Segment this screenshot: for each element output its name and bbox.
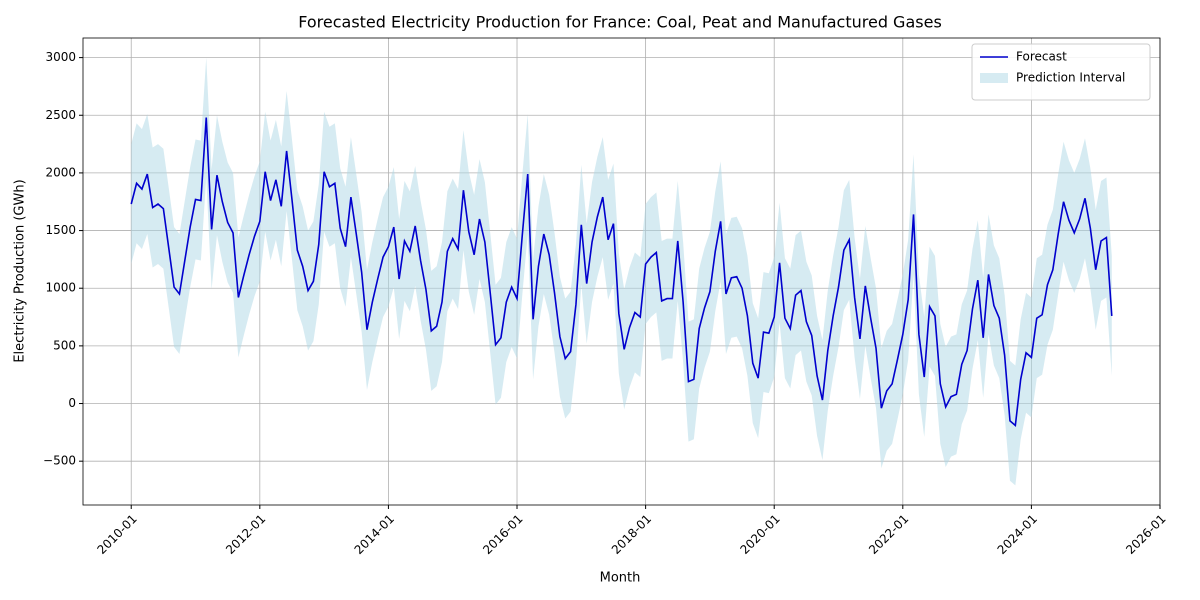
x-tick-label: 2014-01 xyxy=(352,512,397,557)
y-tick-label: 3000 xyxy=(45,50,76,64)
x-tick-label: 2020-01 xyxy=(737,512,782,557)
y-tick-label: −500 xyxy=(43,454,76,468)
x-tick-label: 2010-01 xyxy=(94,512,139,557)
y-tick-label: 2000 xyxy=(45,165,76,179)
legend-label: Forecast xyxy=(1016,50,1067,64)
x-tick-label: 2018-01 xyxy=(609,512,654,557)
legend-box xyxy=(971,43,1151,101)
x-tick-label: 2022-01 xyxy=(866,512,911,557)
x-tick-label: 2016-01 xyxy=(480,512,525,557)
x-axis-label: Month xyxy=(600,571,641,586)
y-tick-label: 2500 xyxy=(45,108,76,122)
legend-swatch xyxy=(980,73,1008,83)
prediction-band xyxy=(131,57,1112,486)
x-tick-label: 2012-01 xyxy=(223,512,268,557)
x-tick-label: 2026-01 xyxy=(1123,512,1168,557)
x-tick-label: 2024-01 xyxy=(995,512,1040,557)
y-tick-label: 1500 xyxy=(45,223,76,237)
legend-label: Prediction Interval xyxy=(1016,71,1125,85)
y-tick-label: 500 xyxy=(53,338,76,352)
plot-frame xyxy=(82,37,1161,506)
y-tick-label: 1000 xyxy=(45,281,76,295)
y-axis-label: Electricity Production (GWh) xyxy=(13,179,28,362)
y-tick-label: 0 xyxy=(68,396,76,410)
chart-title: Forecasted Electricity Production for Fr… xyxy=(298,13,942,32)
forecast-line xyxy=(130,117,1113,428)
